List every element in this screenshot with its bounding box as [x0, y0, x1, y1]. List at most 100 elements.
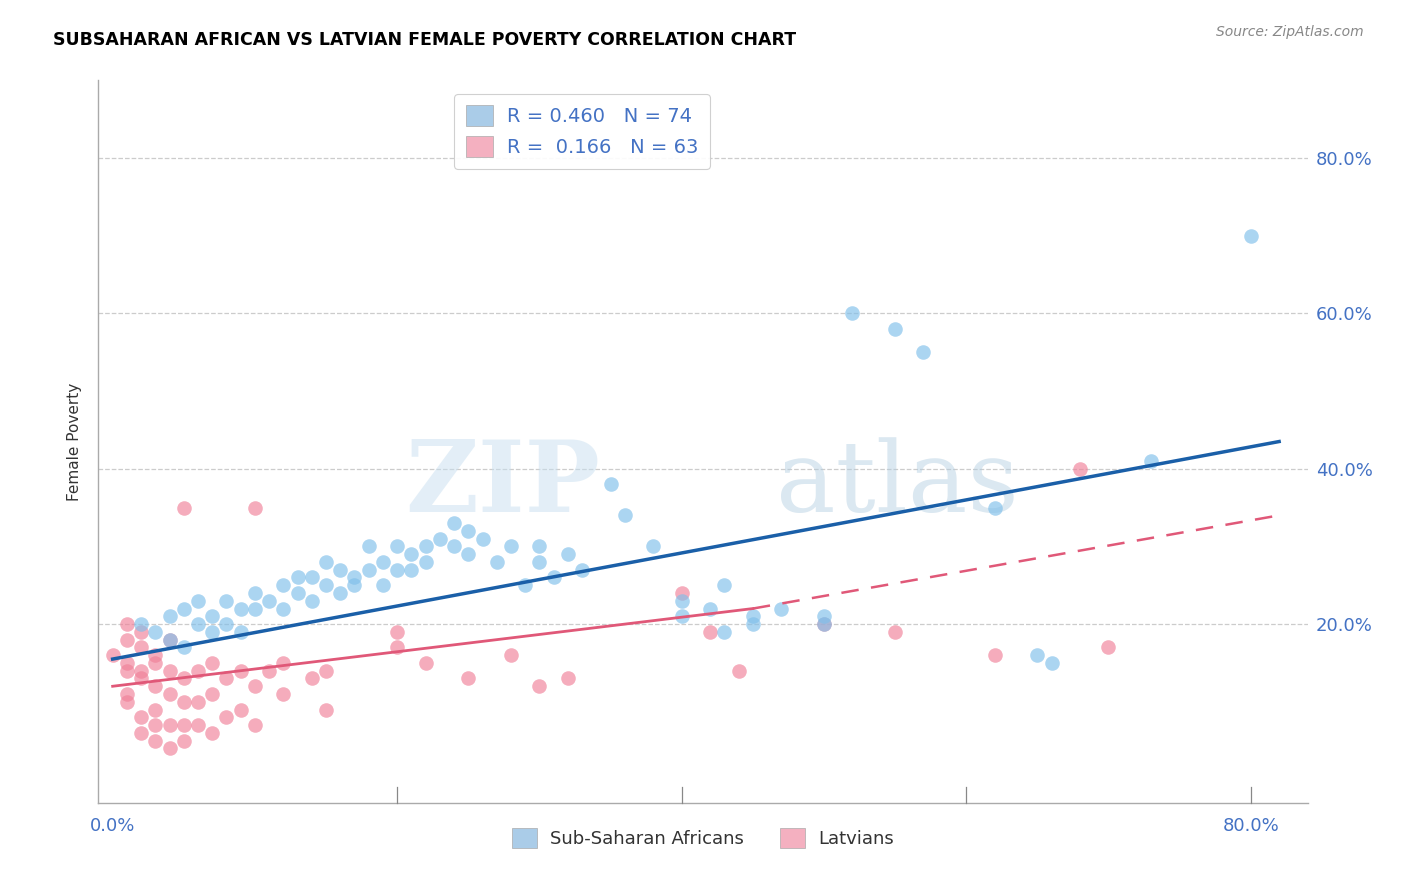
Point	[385, 624, 408, 639]
Point	[215, 594, 238, 608]
Point	[401, 563, 423, 577]
Point	[115, 687, 138, 701]
Text: atlas: atlas	[776, 437, 1018, 533]
Point	[173, 601, 195, 615]
Point	[443, 516, 465, 530]
Point	[557, 672, 579, 686]
Point	[471, 532, 494, 546]
Point	[699, 601, 721, 615]
Point	[243, 679, 266, 693]
Point	[301, 594, 323, 608]
Point	[515, 578, 537, 592]
Point	[229, 702, 252, 716]
Point	[841, 306, 863, 320]
Point	[329, 586, 352, 600]
Point	[485, 555, 508, 569]
Point	[229, 664, 252, 678]
Point	[357, 540, 380, 554]
Point	[173, 733, 195, 747]
Point	[884, 322, 907, 336]
Point	[159, 718, 181, 732]
Point	[115, 695, 138, 709]
Point	[315, 702, 337, 716]
Point	[671, 609, 693, 624]
Point	[371, 578, 394, 592]
Point	[115, 617, 138, 632]
Point	[159, 632, 181, 647]
Point	[499, 648, 522, 663]
Point	[243, 500, 266, 515]
Point	[557, 547, 579, 561]
Point	[129, 664, 152, 678]
Point	[571, 563, 593, 577]
Point	[201, 656, 224, 670]
Point	[599, 477, 621, 491]
Point	[343, 570, 366, 584]
Point	[173, 695, 195, 709]
Point	[115, 656, 138, 670]
Point	[143, 656, 166, 670]
Point	[115, 664, 138, 678]
Point	[371, 555, 394, 569]
Point	[741, 609, 763, 624]
Point	[343, 578, 366, 592]
Point	[1040, 656, 1063, 670]
Point	[273, 687, 295, 701]
Point	[243, 601, 266, 615]
Point	[129, 672, 152, 686]
Point	[143, 648, 166, 663]
Point	[301, 672, 323, 686]
Point	[983, 500, 1005, 515]
Point	[529, 679, 551, 693]
Point	[129, 710, 152, 724]
Point	[143, 624, 166, 639]
Point	[699, 624, 721, 639]
Point	[159, 741, 181, 756]
Point	[273, 656, 295, 670]
Point	[229, 624, 252, 639]
Point	[813, 609, 835, 624]
Point	[187, 617, 209, 632]
Point	[884, 624, 907, 639]
Point	[713, 624, 735, 639]
Point	[613, 508, 636, 523]
Point	[385, 540, 408, 554]
Point	[201, 687, 224, 701]
Point	[215, 617, 238, 632]
Point	[243, 718, 266, 732]
Point	[159, 664, 181, 678]
Point	[215, 672, 238, 686]
Point	[129, 640, 152, 655]
Point	[229, 601, 252, 615]
Point	[143, 733, 166, 747]
Point	[187, 664, 209, 678]
Y-axis label: Female Poverty: Female Poverty	[67, 383, 83, 500]
Point	[273, 578, 295, 592]
Point	[385, 563, 408, 577]
Point	[115, 632, 138, 647]
Point	[813, 617, 835, 632]
Point	[187, 718, 209, 732]
Point	[243, 586, 266, 600]
Point	[415, 540, 437, 554]
Point	[415, 656, 437, 670]
Point	[671, 586, 693, 600]
Point	[101, 648, 124, 663]
Point	[173, 672, 195, 686]
Point	[727, 664, 749, 678]
Point	[257, 594, 280, 608]
Point	[287, 586, 309, 600]
Point	[983, 648, 1005, 663]
Point	[187, 695, 209, 709]
Point	[443, 540, 465, 554]
Point	[201, 624, 224, 639]
Point	[201, 609, 224, 624]
Point	[741, 617, 763, 632]
Point	[187, 594, 209, 608]
Point	[143, 702, 166, 716]
Point	[129, 617, 152, 632]
Point	[173, 500, 195, 515]
Point	[1026, 648, 1049, 663]
Legend: Sub-Saharan Africans, Latvians: Sub-Saharan Africans, Latvians	[505, 821, 901, 855]
Point	[143, 679, 166, 693]
